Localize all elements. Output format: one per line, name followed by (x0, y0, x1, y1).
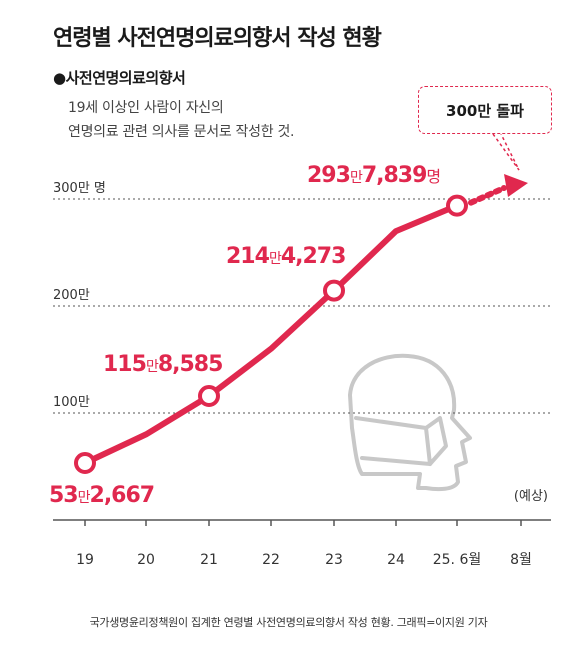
series-line (82, 202, 460, 467)
x-tick-label: 8월 (510, 552, 532, 568)
forecast-line (468, 185, 507, 206)
data-label-unit: 만 (350, 170, 363, 186)
source-note: 국가생명윤리정책원이 집계한 연령별 사전연명의료의향서 작성 현황. 그래픽=… (89, 616, 488, 629)
data-label-unit: 만 (269, 251, 282, 267)
face-mask-icon (348, 353, 472, 492)
data-label: 53만2,667 (49, 483, 154, 508)
y-tick-label: 200만 (53, 288, 90, 303)
x-tick-label: 20 (137, 552, 155, 568)
data-label-rest: 4,273 (281, 244, 346, 269)
x-tick-label: 22 (262, 552, 280, 568)
data-point-marker (446, 194, 468, 217)
data-point-marker (74, 452, 96, 475)
chart-subtitle: ●사전연명의료의향서 (53, 69, 186, 87)
callout-pointer (492, 133, 520, 171)
y-tick-label: 300만 명 (53, 181, 106, 196)
data-label: 115만8,585 (103, 352, 222, 377)
data-label-number: 293 (307, 163, 350, 188)
chart-title: 연령별 사전연명의료의향서 작성 현황 (53, 26, 382, 51)
milestone-callout: 300만 돌파 (418, 86, 552, 134)
x-tick-label: 19 (76, 552, 94, 568)
data-label: 293만7,839명 (307, 163, 440, 188)
x-tick-label: 21 (200, 552, 218, 568)
data-label-number: 214 (226, 244, 270, 269)
y-tick-label: 100만 (53, 395, 90, 410)
data-label-number: 53 (49, 483, 78, 508)
x-tick-label: 24 (387, 552, 405, 568)
data-label-rest: 8,585 (158, 352, 223, 377)
data-label-rest: 7,839 (362, 163, 427, 188)
description-line-1: 19세 이상인 사람이 자신의 (68, 100, 224, 116)
description-line-2: 연명의료 관련 의사를 문서로 작성한 것. (68, 124, 295, 140)
data-label-rest: 2,667 (90, 483, 155, 508)
x-tick-label: 25. 6월 (433, 552, 482, 568)
data-point-marker (198, 385, 220, 408)
data-label-number: 115 (103, 352, 146, 377)
data-label-unit: 만 (78, 490, 91, 506)
x-tick-label: 23 (325, 552, 343, 568)
data-label: 214만4,273 (226, 244, 345, 269)
forecast-arrowhead (504, 174, 528, 197)
data-point-marker (323, 279, 345, 302)
forecast-label: (예상) (514, 489, 548, 504)
data-label-unit: 만 (146, 359, 159, 375)
data-label-suffix: 명 (426, 167, 440, 186)
